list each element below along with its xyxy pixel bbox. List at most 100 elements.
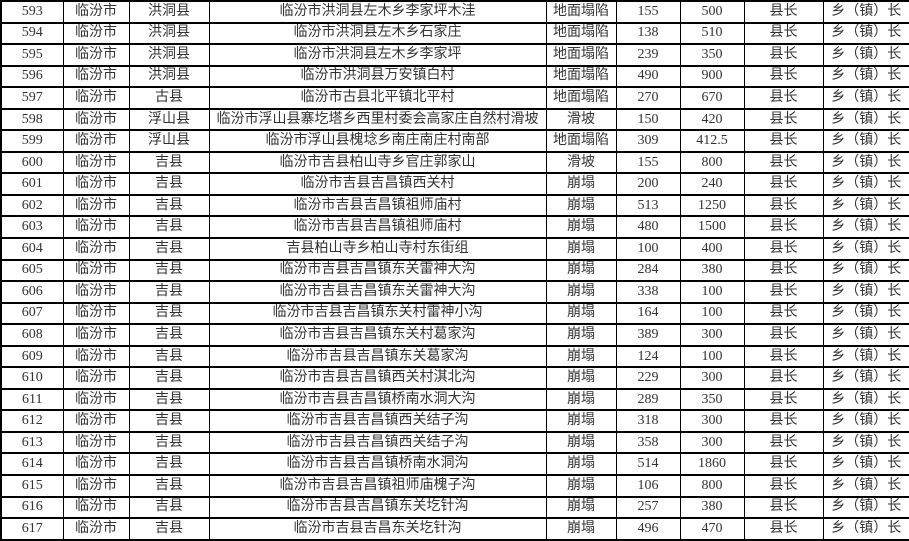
table-row: 608 临汾市 吉县 临汾市吉县吉昌镇东关村葛家沟 崩塌 389 300 县长 乡（镇）长 — [0, 323, 909, 347]
cell-type: 崩塌 — [545, 387, 617, 412]
cell-num1: 164 — [615, 301, 681, 326]
cell-num2: 400 — [679, 237, 745, 261]
cell-num2: 900 — [679, 64, 745, 89]
cell-city: 临汾市 — [62, 237, 130, 261]
cell-num1: 389 — [615, 323, 681, 347]
cell-county: 吉县 — [128, 474, 210, 498]
cell-id: 610 — [0, 366, 64, 390]
cell-resp1: 县长 — [743, 129, 824, 153]
table-row: 617 临汾市 吉县 临汾市吉县吉昌东关圪针沟 崩塌 496 470 县长 乡（镇）长 — [0, 517, 909, 541]
cell-location: 临汾市浮山县寨圪塔乡西里村委会高家庄自然村滑坡 — [208, 107, 547, 132]
cell-id: 607 — [0, 301, 64, 326]
cell-num2: 350 — [679, 43, 745, 67]
cell-county: 古县 — [128, 86, 210, 110]
cell-resp2: 乡（镇）长 — [822, 21, 909, 46]
cell-resp2: 乡（镇）长 — [822, 172, 909, 196]
cell-resp1: 县长 — [743, 43, 824, 67]
cell-num1: 480 — [615, 215, 681, 239]
cell-type: 地面塌陷 — [545, 129, 617, 153]
cell-num2: 380 — [679, 495, 745, 520]
cell-county: 吉县 — [128, 517, 210, 541]
cell-city: 临汾市 — [62, 301, 130, 326]
cell-resp2: 乡（镇）长 — [822, 474, 909, 498]
table-row: 612 临汾市 吉县 临汾市吉县吉昌镇西关结子沟 崩塌 318 300 县长 乡（镇）长 — [0, 409, 909, 433]
cell-location: 临汾市吉县吉昌镇祖师庙村 — [208, 193, 547, 218]
cell-city: 临汾市 — [62, 366, 130, 390]
table-row: 613 临汾市 吉县 临汾市吉县吉昌镇西关结子沟 崩塌 358 300 县长 乡（镇）长 — [0, 430, 909, 455]
table-row: 595 临汾市 洪洞县 临汾市洪洞县左木乡李家坪 地面塌陷 239 350 县长 乡（镇）长 — [0, 43, 909, 67]
cell-num1: 289 — [615, 387, 681, 412]
cell-resp2: 乡（镇）长 — [822, 452, 909, 477]
cell-city: 临汾市 — [62, 86, 130, 110]
cell-city: 临汾市 — [62, 280, 130, 304]
cell-id: 615 — [0, 474, 64, 498]
cell-num2: 1500 — [679, 215, 745, 239]
table-row: 611 临汾市 吉县 临汾市吉县吉昌镇桥南水洞大沟 崩塌 289 350 县长 乡（镇）长 — [0, 387, 909, 412]
cell-location: 临汾市吉县吉昌镇东关村雷神小沟 — [208, 301, 547, 326]
cell-county: 洪洞县 — [128, 0, 210, 24]
cell-type: 滑坡 — [545, 150, 617, 175]
cell-num1: 100 — [615, 237, 681, 261]
cell-city: 临汾市 — [62, 215, 130, 239]
cell-num1: 229 — [615, 366, 681, 390]
cell-city: 临汾市 — [62, 387, 130, 412]
cell-type: 崩塌 — [545, 215, 617, 239]
cell-resp1: 县长 — [743, 344, 824, 369]
cell-num2: 800 — [679, 150, 745, 175]
cell-resp1: 县长 — [743, 409, 824, 433]
cell-resp2: 乡（镇）长 — [822, 517, 909, 541]
cell-id: 595 — [0, 43, 64, 67]
cell-id: 597 — [0, 86, 64, 110]
cell-num1: 490 — [615, 64, 681, 89]
cell-county: 吉县 — [128, 430, 210, 455]
cell-id: 613 — [0, 430, 64, 455]
cell-num2: 420 — [679, 107, 745, 132]
cell-resp2: 乡（镇）长 — [822, 193, 909, 218]
cell-num1: 514 — [615, 452, 681, 477]
cell-id: 599 — [0, 129, 64, 153]
cell-type: 地面塌陷 — [545, 86, 617, 110]
cell-resp1: 县长 — [743, 172, 824, 196]
cell-resp1: 县长 — [743, 387, 824, 412]
cell-num2: 1250 — [679, 193, 745, 218]
cell-type: 滑坡 — [545, 107, 617, 132]
cell-location: 临汾市吉县吉昌镇东关雷神大沟 — [208, 258, 547, 283]
cell-county: 吉县 — [128, 323, 210, 347]
cell-location: 临汾市浮山县槐埝乡南庄南庄村南部 — [208, 129, 547, 153]
cell-location: 临汾市吉县吉昌东关圪针沟 — [208, 517, 547, 541]
cell-location: 临汾市吉县吉昌镇东关圪针沟 — [208, 495, 547, 520]
cell-id: 606 — [0, 280, 64, 304]
table-row: 600 临汾市 吉县 临汾市吉县柏山寺乡官庄郭家山 滑坡 155 800 县长 乡（镇）长 — [0, 150, 909, 175]
cell-id: 593 — [0, 0, 64, 24]
cell-type: 崩塌 — [545, 344, 617, 369]
cell-num1: 338 — [615, 280, 681, 304]
table-row: 609 临汾市 吉县 临汾市吉县吉昌镇东关葛家沟 崩塌 124 100 县长 乡（镇）长 — [0, 344, 909, 369]
cell-city: 临汾市 — [62, 517, 130, 541]
table-row: 614 临汾市 吉县 临汾市吉县吉昌镇桥南水洞沟 崩塌 514 1860 县长 乡（镇）长 — [0, 452, 909, 477]
cell-id: 598 — [0, 107, 64, 132]
cell-resp1: 县长 — [743, 517, 824, 541]
cell-county: 浮山县 — [128, 129, 210, 153]
cell-id: 602 — [0, 193, 64, 218]
cell-resp1: 县长 — [743, 150, 824, 175]
cell-num2: 500 — [679, 0, 745, 24]
cell-num2: 100 — [679, 344, 745, 369]
cell-location: 临汾市吉县吉昌镇西关结子沟 — [208, 430, 547, 455]
cell-type: 崩塌 — [545, 280, 617, 304]
cell-city: 临汾市 — [62, 21, 130, 46]
table-row: 605 临汾市 吉县 临汾市吉县吉昌镇东关雷神大沟 崩塌 284 380 县长 乡（镇）长 — [0, 258, 909, 283]
cell-num2: 380 — [679, 258, 745, 283]
cell-city: 临汾市 — [62, 474, 130, 498]
cell-num1: 257 — [615, 495, 681, 520]
cell-id: 600 — [0, 150, 64, 175]
table-row: 593 临汾市 洪洞县 临汾市洪洞县左木乡李家坪木洼 地面塌陷 155 500 县长 乡（镇）长 — [0, 0, 909, 24]
cell-resp2: 乡（镇）长 — [822, 323, 909, 347]
cell-resp1: 县长 — [743, 280, 824, 304]
table-row: 606 临汾市 吉县 临汾市吉县吉昌镇东关雷神大沟 崩塌 338 100 县长 乡（镇）长 — [0, 280, 909, 304]
cell-id: 614 — [0, 452, 64, 477]
cell-city: 临汾市 — [62, 323, 130, 347]
cell-num1: 106 — [615, 474, 681, 498]
cell-resp2: 乡（镇）长 — [822, 0, 909, 24]
cell-num2: 800 — [679, 474, 745, 498]
